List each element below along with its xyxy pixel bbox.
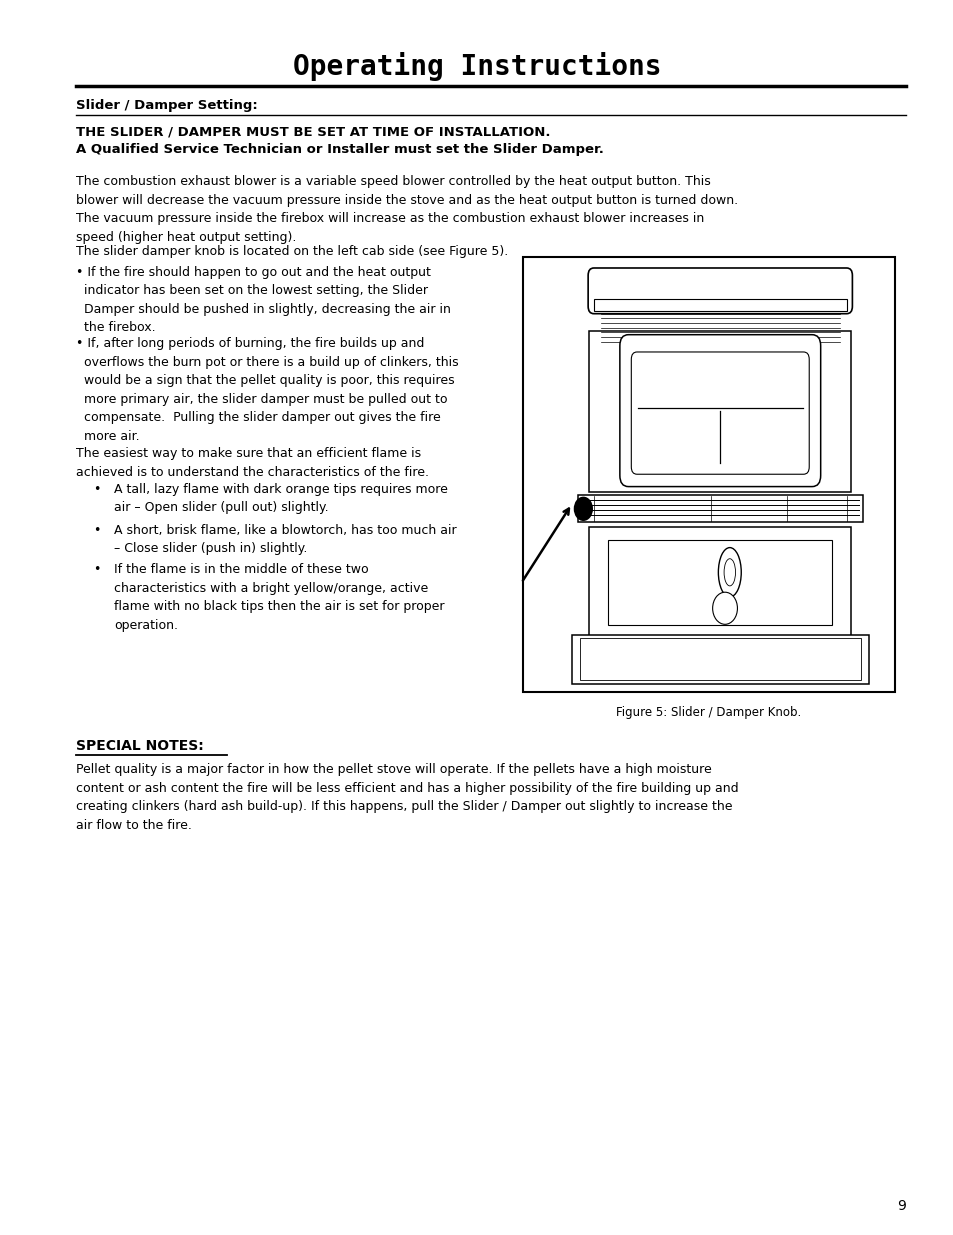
Text: A tall, lazy flame with dark orange tips requires more
air – Open slider (pull o: A tall, lazy flame with dark orange tips… — [114, 483, 448, 515]
Bar — [607, 540, 831, 625]
Circle shape — [712, 593, 737, 625]
Text: 9: 9 — [897, 1199, 905, 1213]
Text: Pellet quality is a major factor in how the pellet stove will operate. If the pe: Pellet quality is a major factor in how … — [76, 763, 739, 831]
Text: Figure 5: Slider / Damper Knob.: Figure 5: Slider / Damper Knob. — [616, 706, 801, 720]
Ellipse shape — [718, 547, 740, 597]
Bar — [588, 331, 850, 492]
Text: • If the fire should happen to go out and the heat output
  indicator has been s: • If the fire should happen to go out an… — [76, 266, 451, 333]
Bar — [522, 257, 894, 692]
Text: The combustion exhaust blower is a variable speed blower controlled by the heat : The combustion exhaust blower is a varia… — [76, 175, 738, 243]
Text: •: • — [93, 483, 101, 496]
Bar — [593, 299, 845, 311]
Bar — [588, 527, 850, 640]
Ellipse shape — [723, 558, 735, 585]
Text: A Qualified Service Technician or Installer must set the Slider Damper.: A Qualified Service Technician or Instal… — [76, 143, 603, 157]
Text: THE SLIDER / DAMPER MUST BE SET AT TIME OF INSTALLATION.: THE SLIDER / DAMPER MUST BE SET AT TIME … — [76, 126, 550, 140]
Text: • If, after long periods of burning, the fire builds up and
  overflows the burn: • If, after long periods of burning, the… — [76, 337, 458, 442]
Bar — [571, 635, 867, 684]
FancyBboxPatch shape — [619, 335, 820, 487]
Text: •: • — [93, 524, 101, 537]
FancyBboxPatch shape — [587, 268, 852, 314]
Bar — [578, 638, 860, 680]
FancyBboxPatch shape — [631, 352, 808, 474]
Text: A short, brisk flame, like a blowtorch, has too much air
– Close slider (push in: A short, brisk flame, like a blowtorch, … — [114, 524, 456, 556]
Text: The easiest way to make sure that an efficient flame is
achieved is to understan: The easiest way to make sure that an eff… — [76, 447, 429, 479]
Text: SPECIAL NOTES:: SPECIAL NOTES: — [76, 739, 204, 752]
Text: Slider / Damper Setting:: Slider / Damper Setting: — [76, 99, 258, 112]
Text: If the flame is in the middle of these two
characteristics with a bright yellow/: If the flame is in the middle of these t… — [114, 563, 444, 631]
Bar — [577, 495, 862, 522]
Circle shape — [574, 498, 591, 520]
Text: •: • — [93, 563, 101, 577]
Text: The slider damper knob is located on the left cab side (see Figure 5).: The slider damper knob is located on the… — [76, 245, 508, 258]
Text: Operating Instructions: Operating Instructions — [293, 52, 660, 80]
